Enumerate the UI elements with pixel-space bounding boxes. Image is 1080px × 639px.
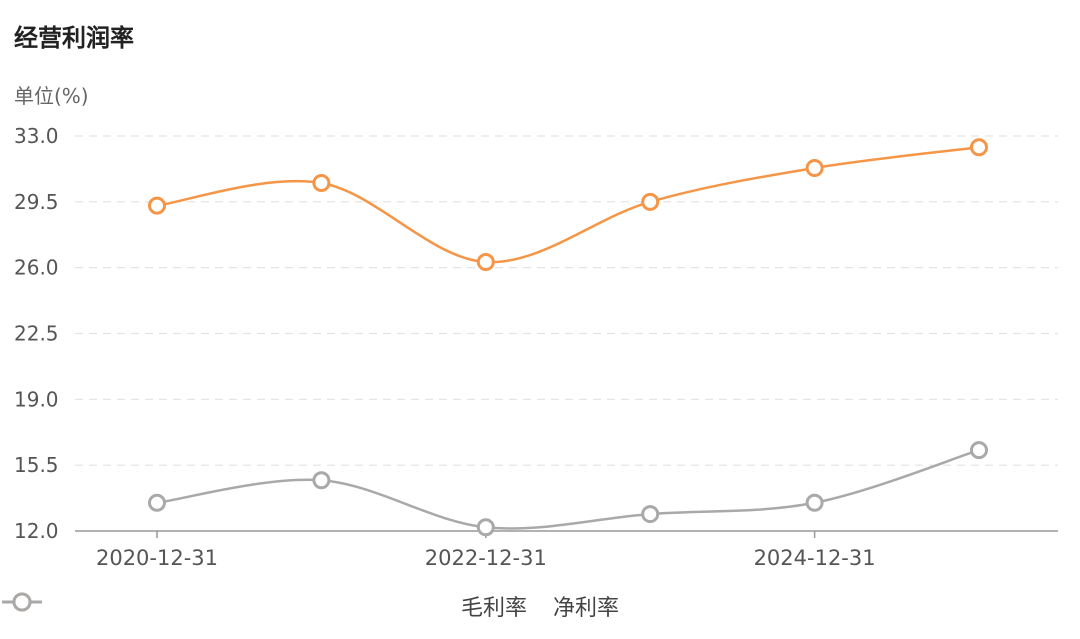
data-point-0 <box>476 253 495 272</box>
data-point-0 <box>970 138 988 157</box>
x-tick-label: 2024-12-31 <box>754 546 876 570</box>
unit-label: 单位(%) <box>14 84 89 108</box>
x-tick-label: 2020-12-31 <box>96 546 218 570</box>
y-tick-label: 12.0 <box>14 519 59 543</box>
data-point-1 <box>970 441 988 460</box>
legend-label-net: 净利率 <box>553 596 620 621</box>
y-tick-label: 26.0 <box>14 256 59 280</box>
x-tick-label: 2022-12-31 <box>425 546 547 570</box>
y-tick-label: 15.5 <box>14 453 59 477</box>
chart-title: 经营利润率 <box>14 24 134 52</box>
data-point-1 <box>805 493 824 512</box>
data-point-0 <box>312 174 331 193</box>
legend-marker-net <box>2 592 42 612</box>
data-point-1 <box>476 518 495 537</box>
legend-label-gross: 毛利率 <box>460 596 527 621</box>
data-point-1 <box>641 505 660 524</box>
series-line-1 <box>156 448 980 530</box>
y-tick-label: 29.5 <box>14 190 59 214</box>
data-point-0 <box>148 196 166 215</box>
legend: 毛利率 净利率 <box>0 590 1080 622</box>
legend-item-gross[interactable]: 毛利率 <box>2 590 527 622</box>
data-point-0 <box>641 192 660 211</box>
y-tick-label: 33.0 <box>14 124 59 148</box>
data-point-0 <box>805 158 824 177</box>
data-point-1 <box>312 471 331 490</box>
y-tick-label: 22.5 <box>14 322 59 346</box>
y-tick-label: 19.0 <box>14 387 59 411</box>
line-chart: 33.0 29.5 26.0 22.5 19.0 15.5 12.0 2020-12-31 20… <box>14 124 1058 570</box>
legend-item-net[interactable]: 净利率 <box>2 590 620 622</box>
series-line-0 <box>156 146 980 264</box>
data-point-1 <box>148 493 166 512</box>
